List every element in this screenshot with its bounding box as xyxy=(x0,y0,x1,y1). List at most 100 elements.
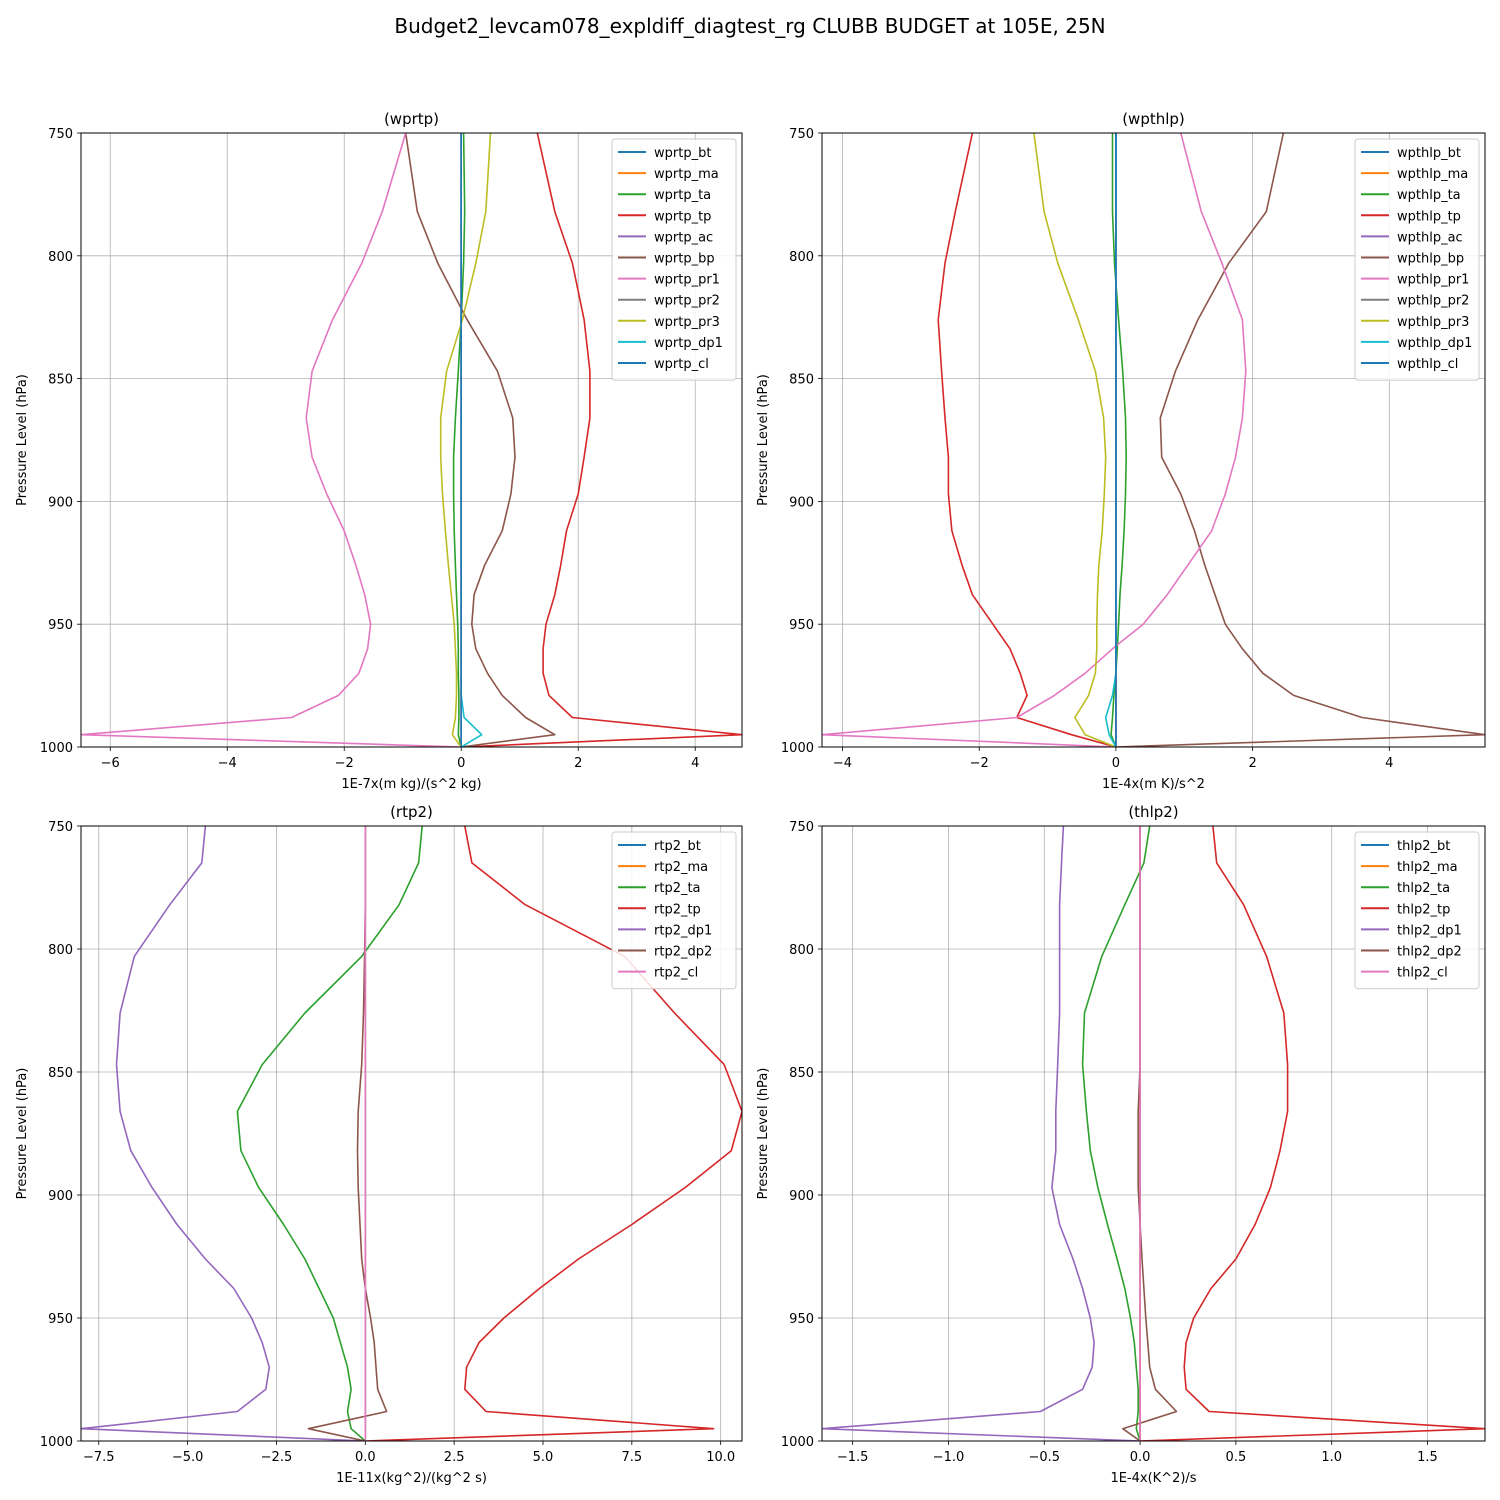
legend-label: wpthlp_ta xyxy=(1397,188,1461,203)
legend-label: wprtp_pr2 xyxy=(654,294,720,309)
legend-label: rtp2_cl xyxy=(654,966,698,981)
legend-label: thlp2_bt xyxy=(1397,839,1450,854)
y-tick-label: 750 xyxy=(48,127,73,142)
x-tick-label: −6 xyxy=(101,756,120,771)
legend-label: wprtp_bp xyxy=(654,252,715,267)
axes-frame xyxy=(821,825,1486,1442)
y-tick-label: 950 xyxy=(48,1312,73,1327)
legend-label: wpthlp_ac xyxy=(1397,230,1463,245)
axes-frame xyxy=(80,132,743,748)
x-tick-label: 4 xyxy=(1385,756,1393,771)
axes-frame xyxy=(80,825,743,1442)
legend-label: wpthlp_bp xyxy=(1397,252,1464,267)
legend-label: rtp2_dp2 xyxy=(654,945,712,960)
legend-label: wpthlp_cl xyxy=(1397,357,1458,372)
x-tick-label: 7.5 xyxy=(621,1450,642,1465)
y-axis-label: Pressure Level (hPa) xyxy=(15,374,30,506)
y-tick-label: 950 xyxy=(48,618,73,633)
series-line-wpthlp_pr3 xyxy=(1033,133,1117,747)
series-line-wpthlp_ta xyxy=(1110,133,1127,747)
y-tick-label: 750 xyxy=(789,820,814,835)
y-tick-label: 800 xyxy=(48,943,73,958)
series-line-thlp2_ta xyxy=(1081,826,1151,1441)
series-line-thlp2_dp1 xyxy=(822,826,1141,1441)
x-tick-label: −5.0 xyxy=(172,1450,204,1465)
legend: wprtp_bt wprtp_ma wprtp_ta wprtp_tp wprtp_ac… xyxy=(611,138,737,381)
y-tick-label: 1000 xyxy=(781,1435,814,1450)
x-tick-label: 5.0 xyxy=(533,1450,554,1465)
legend-label: wpthlp_pr3 xyxy=(1397,315,1469,330)
x-axis-label: 1E-11x(kg^2)/(kg^2 s) xyxy=(336,1471,487,1486)
legend-label: wprtp_pr1 xyxy=(654,273,720,288)
legend-label: thlp2_tp xyxy=(1397,902,1450,917)
y-tick-label: 900 xyxy=(48,495,73,510)
legend-label: wpthlp_pr2 xyxy=(1397,294,1469,309)
y-tick-label: 800 xyxy=(789,943,814,958)
x-tick-label: −2.5 xyxy=(261,1450,293,1465)
x-tick-label: −4 xyxy=(833,756,852,771)
legend-label: wprtp_ac xyxy=(654,230,713,245)
panel-title: (rtp2) xyxy=(390,803,433,821)
y-tick-label: 900 xyxy=(48,1189,73,1204)
series-line-wprtp_pr3 xyxy=(439,133,492,747)
y-tick-label: 950 xyxy=(789,1312,814,1327)
x-tick-label: −2 xyxy=(335,756,354,771)
x-tick-label: 0 xyxy=(457,756,465,771)
y-tick-label: 850 xyxy=(48,1066,73,1081)
y-tick-label: 900 xyxy=(789,1189,814,1204)
x-tick-label: 10.0 xyxy=(706,1450,735,1465)
axes-frame xyxy=(821,132,1486,748)
y-tick-label: 1000 xyxy=(781,741,814,756)
legend-label: rtp2_bt xyxy=(654,839,701,854)
x-tick-label: 2 xyxy=(1248,756,1256,771)
series-lines xyxy=(81,133,742,747)
legend-label: wpthlp_dp1 xyxy=(1397,336,1472,351)
legend: thlp2_bt thlp2_ma thlp2_ta thlp2_tp thlp2_dp… xyxy=(1354,831,1480,990)
series-line-thlp2_tp xyxy=(1140,826,1485,1441)
series-line-wprtp_bp xyxy=(404,133,556,747)
legend-label: wprtp_dp1 xyxy=(654,336,723,351)
x-axis-label: 1E-7x(m kg)/(s^2 kg) xyxy=(341,777,481,792)
legend-label: thlp2_cl xyxy=(1397,966,1448,981)
series-line-thlp2_dp2 xyxy=(1122,826,1178,1441)
legend-label: thlp2_ma xyxy=(1397,860,1458,875)
series-line-rtp2_dp2 xyxy=(307,826,388,1441)
panel-title: (thlp2) xyxy=(1128,803,1178,821)
x-tick-label: −1.5 xyxy=(837,1450,869,1465)
series-line-wpthlp_pr1 xyxy=(822,133,1247,747)
y-tick-label: 850 xyxy=(48,373,73,388)
series-line-wpthlp_dp1 xyxy=(1104,133,1117,747)
x-tick-label: 1.0 xyxy=(1321,1450,1342,1465)
panel-title: (wpthlp) xyxy=(1122,110,1185,128)
y-tick-label: 850 xyxy=(789,1066,814,1081)
legend-label: wprtp_tp xyxy=(654,209,711,224)
y-axis-label: Pressure Level (hPa) xyxy=(756,374,771,506)
legend-label: wprtp_ta xyxy=(654,188,711,203)
x-tick-label: 1.5 xyxy=(1417,1450,1438,1465)
x-tick-label: −7.5 xyxy=(83,1450,115,1465)
x-tick-label: 4 xyxy=(691,756,699,771)
legend-label: thlp2_ta xyxy=(1397,881,1450,896)
x-tick-label: −0.5 xyxy=(1028,1450,1060,1465)
x-tick-label: −1.0 xyxy=(933,1450,965,1465)
y-tick-label: 900 xyxy=(789,495,814,510)
series-lines xyxy=(822,826,1485,1441)
legend-label: rtp2_tp xyxy=(654,902,701,917)
panel-title: (wprtp) xyxy=(384,110,439,128)
legend-label: rtp2_ma xyxy=(654,860,708,875)
legend-label: thlp2_dp1 xyxy=(1397,923,1462,938)
y-tick-label: 1000 xyxy=(40,741,73,756)
legend-label: rtp2_dp1 xyxy=(654,923,712,938)
legend-label: wpthlp_bt xyxy=(1397,146,1461,161)
legend-label: thlp2_dp2 xyxy=(1397,945,1462,960)
y-axis-label: Pressure Level (hPa) xyxy=(15,1068,30,1200)
legend-label: rtp2_ta xyxy=(654,881,701,896)
y-axis-label: Pressure Level (hPa) xyxy=(756,1068,771,1200)
series-line-wprtp_pr1 xyxy=(81,133,462,747)
series-line-wpthlp_tp xyxy=(937,133,1117,747)
legend-label: wprtp_bt xyxy=(654,146,711,161)
x-tick-label: −2 xyxy=(970,756,989,771)
x-tick-label: 0.5 xyxy=(1226,1450,1247,1465)
series-line-rtp2_dp1 xyxy=(81,826,366,1441)
